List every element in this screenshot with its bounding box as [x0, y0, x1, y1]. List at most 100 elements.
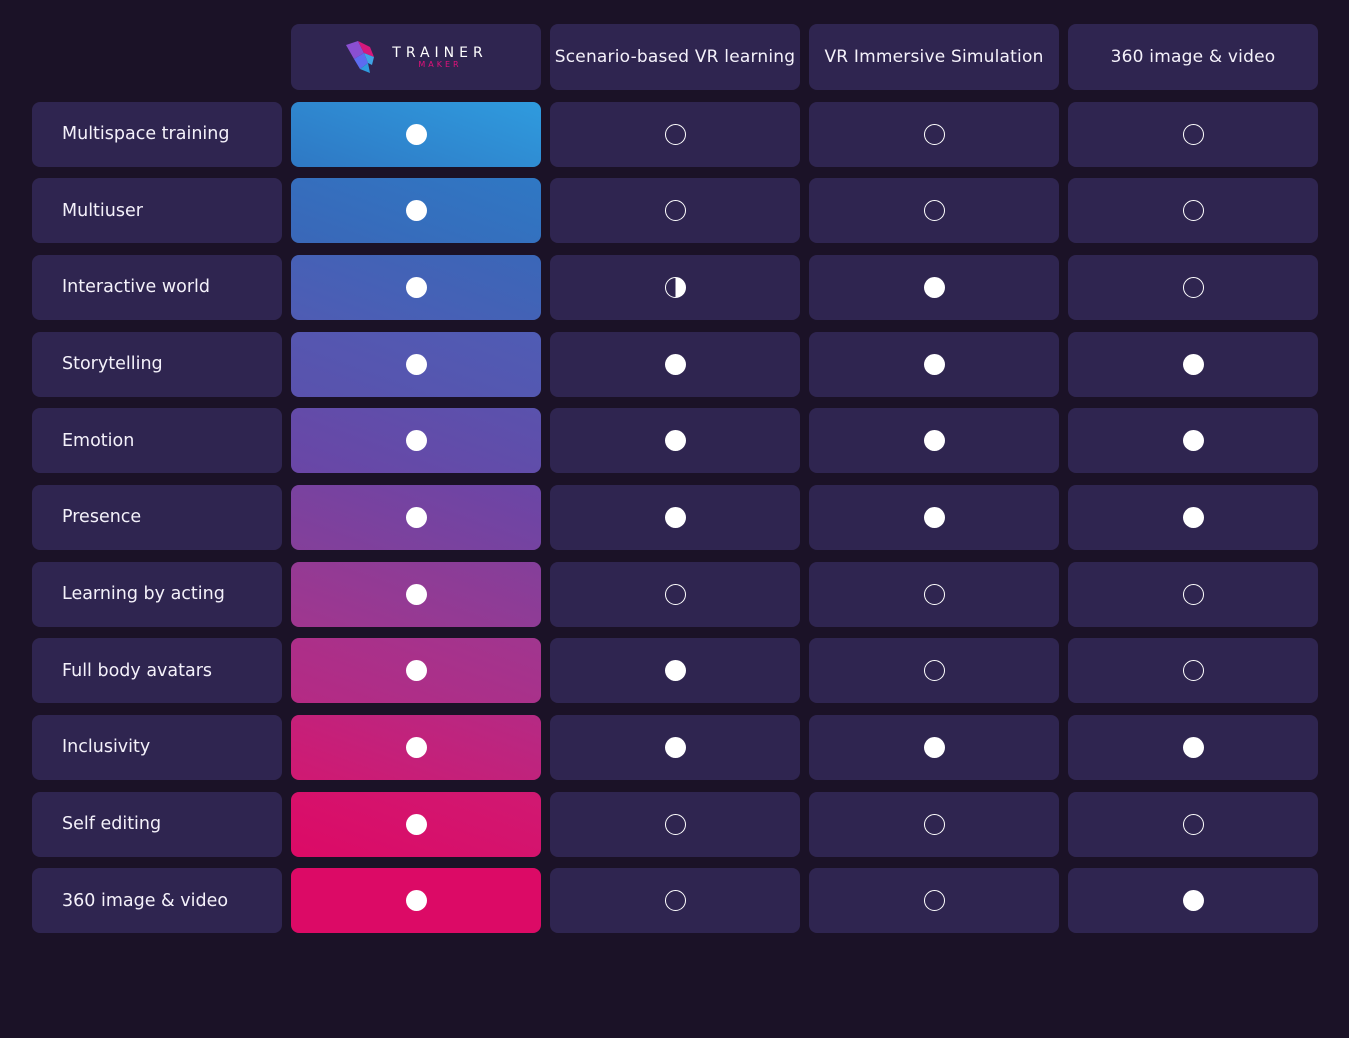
full-circle-icon [923, 736, 945, 758]
empty-circle-icon [664, 813, 686, 835]
feature-cell [550, 638, 800, 704]
corner-cell [32, 24, 282, 90]
feature-cell [550, 714, 800, 780]
feature-cell [1068, 331, 1318, 397]
feature-cell [550, 254, 800, 320]
trainer-maker-cell [291, 178, 541, 244]
trainer-maker-cell [291, 638, 541, 704]
trainer-maker-logo-icon [346, 41, 375, 73]
empty-circle-icon [923, 583, 945, 605]
full-circle-icon [1182, 736, 1204, 758]
header-trainer-maker: TRAINER MAKER [291, 24, 541, 90]
feature-cell [1068, 408, 1318, 474]
trainer-maker-cell [291, 101, 541, 167]
feature-cell [809, 638, 1059, 704]
feature-cell [1068, 868, 1318, 934]
full-circle-icon [664, 660, 686, 682]
trainer-maker-cell [291, 408, 541, 474]
trainer-maker-logo: TRAINER MAKER [344, 39, 487, 75]
row-label: Multiuser [32, 178, 282, 244]
full-circle-icon [1182, 506, 1204, 528]
full-circle-icon [405, 430, 427, 452]
full-circle-icon [923, 430, 945, 452]
trainer-maker-cell [291, 791, 541, 857]
row-label: Emotion [32, 408, 282, 474]
feature-cell [1068, 714, 1318, 780]
feature-cell [1068, 484, 1318, 550]
full-circle-icon [405, 660, 427, 682]
row-label: Interactive world [32, 254, 282, 320]
feature-cell [550, 101, 800, 167]
trainer-maker-cell [291, 484, 541, 550]
feature-cell [1068, 638, 1318, 704]
empty-circle-icon [664, 123, 686, 145]
half-circle-icon [664, 276, 686, 298]
comparison-table: TRAINER MAKER Scenario-based VR learning… [32, 24, 1318, 934]
full-circle-icon [664, 736, 686, 758]
empty-circle-icon [923, 123, 945, 145]
feature-cell [1068, 178, 1318, 244]
feature-cell [809, 868, 1059, 934]
full-circle-icon [405, 736, 427, 758]
row-label: Storytelling [32, 331, 282, 397]
header-column-3: 360 image & video [1068, 24, 1318, 90]
trainer-maker-cell [291, 561, 541, 627]
trainer-maker-cell [291, 714, 541, 780]
full-circle-icon [923, 276, 945, 298]
empty-circle-icon [664, 890, 686, 912]
header-column-2: VR Immersive Simulation [809, 24, 1059, 90]
trainer-maker-cell [291, 331, 541, 397]
row-label: 360 image & video [32, 868, 282, 934]
feature-cell [809, 101, 1059, 167]
feature-cell [550, 178, 800, 244]
empty-circle-icon [923, 813, 945, 835]
feature-cell [550, 484, 800, 550]
full-circle-icon [405, 353, 427, 375]
feature-cell [1068, 791, 1318, 857]
full-circle-icon [664, 353, 686, 375]
feature-cell [1068, 561, 1318, 627]
row-label: Learning by acting [32, 561, 282, 627]
trainer-maker-cell [291, 868, 541, 934]
full-circle-icon [664, 506, 686, 528]
empty-circle-icon [1182, 813, 1204, 835]
feature-cell [809, 791, 1059, 857]
empty-circle-icon [1182, 583, 1204, 605]
feature-cell [1068, 101, 1318, 167]
feature-cell [550, 868, 800, 934]
full-circle-icon [405, 583, 427, 605]
empty-circle-icon [923, 200, 945, 222]
row-label: Inclusivity [32, 714, 282, 780]
full-circle-icon [405, 813, 427, 835]
feature-cell [809, 408, 1059, 474]
feature-cell [1068, 254, 1318, 320]
logo-wordmark: TRAINER [392, 45, 488, 61]
header-column-1: Scenario-based VR learning [550, 24, 800, 90]
empty-circle-icon [1182, 123, 1204, 145]
trainer-maker-cell [291, 254, 541, 320]
feature-cell [550, 561, 800, 627]
full-circle-icon [1182, 890, 1204, 912]
logo-subtitle: MAKER [418, 60, 462, 69]
full-circle-icon [923, 506, 945, 528]
full-circle-icon [405, 276, 427, 298]
feature-cell [809, 561, 1059, 627]
feature-cell [809, 484, 1059, 550]
full-circle-icon [664, 430, 686, 452]
feature-cell [809, 331, 1059, 397]
empty-circle-icon [1182, 660, 1204, 682]
empty-circle-icon [1182, 200, 1204, 222]
empty-circle-icon [1182, 276, 1204, 298]
feature-cell [550, 331, 800, 397]
feature-cell [550, 408, 800, 474]
feature-cell [809, 178, 1059, 244]
feature-cell [550, 791, 800, 857]
row-label: Full body avatars [32, 638, 282, 704]
row-label: Self editing [32, 791, 282, 857]
feature-cell [809, 714, 1059, 780]
empty-circle-icon [664, 200, 686, 222]
full-circle-icon [1182, 353, 1204, 375]
full-circle-icon [405, 890, 427, 912]
full-circle-icon [405, 123, 427, 145]
empty-circle-icon [664, 583, 686, 605]
